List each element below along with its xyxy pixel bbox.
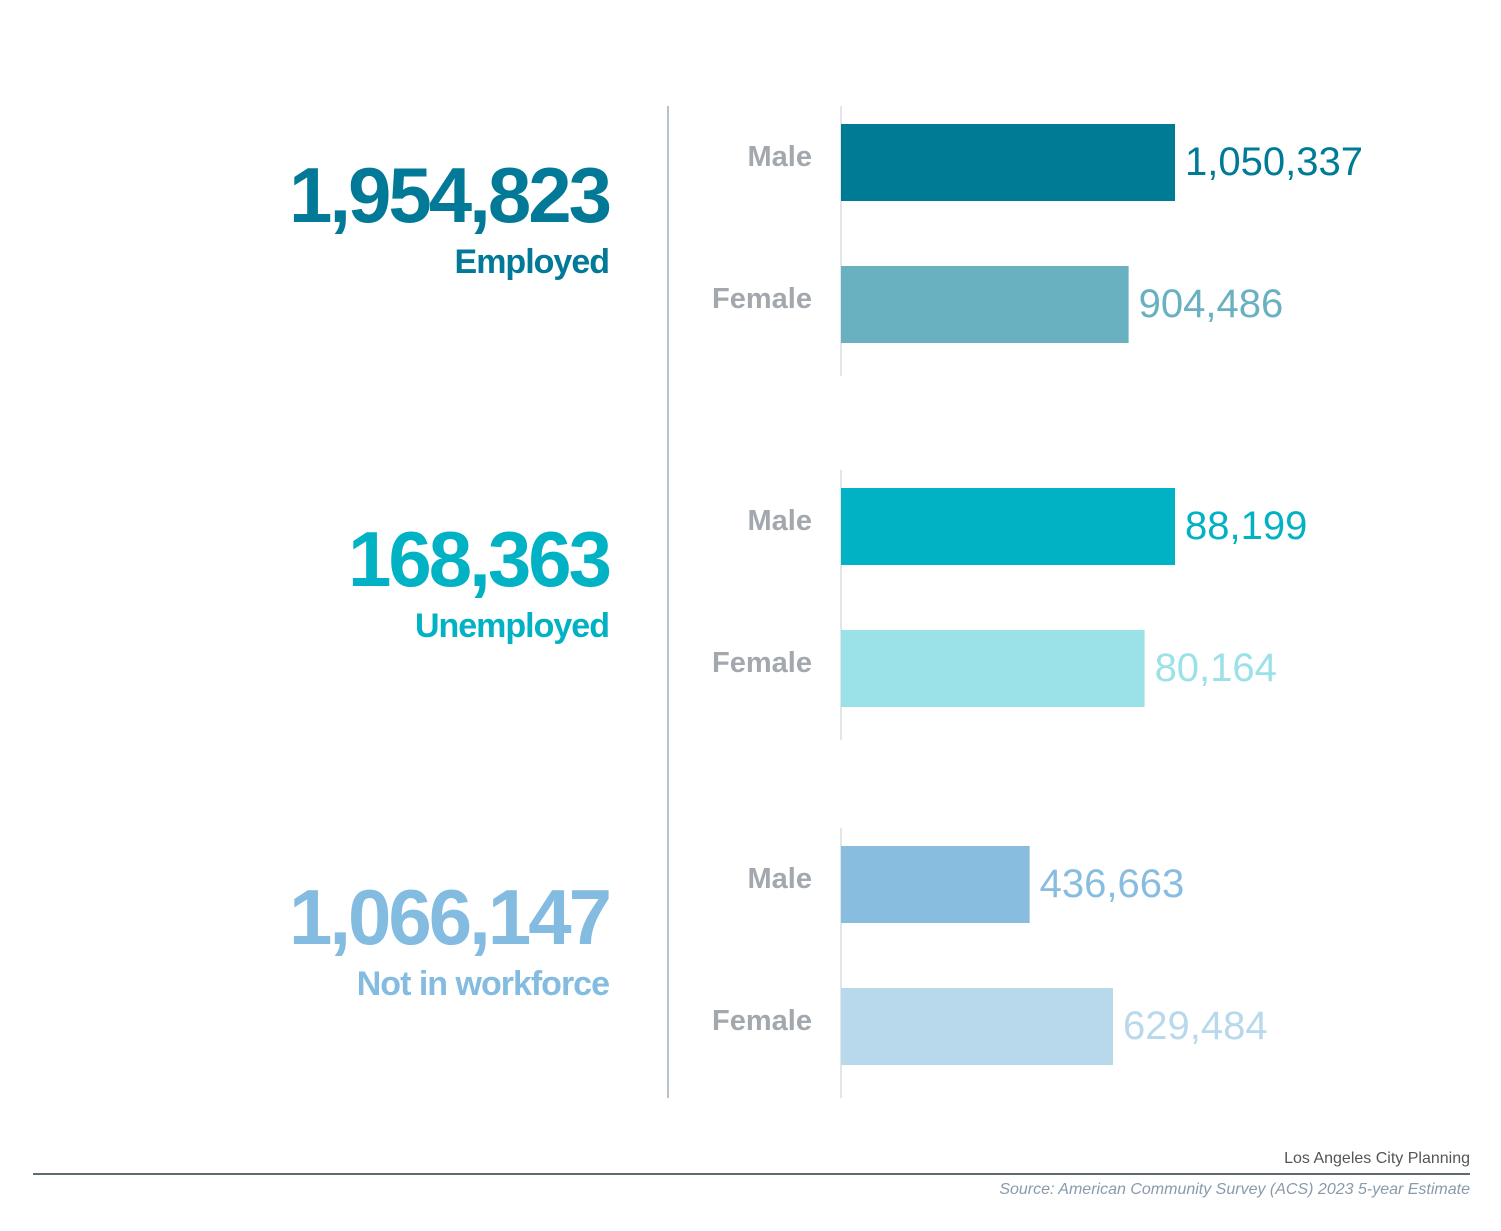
employed-label: Employed <box>455 243 609 281</box>
unemployed-male-bar <box>841 488 1175 565</box>
not-in-workforce-label: Not in workforce <box>357 965 609 1003</box>
not-in-workforce-male-category-label: Male <box>748 863 812 895</box>
not-in-workforce-female-bar <box>841 988 1113 1065</box>
footer-divider <box>33 1173 1470 1175</box>
employed-female-category-label: Female <box>712 283 812 315</box>
employed-female-value-label: 904,486 <box>1139 282 1284 326</box>
employed-female-bar <box>841 266 1129 343</box>
unemployed-male-category-label: Male <box>748 505 812 537</box>
not-in-workforce-female-category-label: Female <box>712 1005 812 1037</box>
unemployed-female-value-label: 80,164 <box>1155 646 1277 690</box>
panel-divider <box>667 106 669 1098</box>
unemployed-total: 168,363 <box>348 515 610 603</box>
unemployed-female-category-label: Female <box>712 647 812 679</box>
not-in-workforce-total: 1,066,147 <box>289 873 609 961</box>
not-in-workforce-male-value-label: 436,663 <box>1040 862 1185 906</box>
employed-male-category-label: Male <box>748 141 812 173</box>
not-in-workforce-male-bar <box>841 846 1030 923</box>
employed-male-bar <box>841 124 1175 201</box>
source-note: Source: American Community Survey (ACS) … <box>999 1181 1470 1198</box>
not-in-workforce-female-value-label: 629,484 <box>1123 1004 1268 1048</box>
employed-total: 1,954,823 <box>289 151 610 239</box>
unemployed-female-bar <box>841 630 1145 707</box>
unemployed-label: Unemployed <box>415 607 609 645</box>
credit-text: Los Angeles City Planning <box>1284 1150 1470 1167</box>
employed-male-value-label: 1,050,337 <box>1185 140 1363 184</box>
unemployed-male-value-label: 88,199 <box>1185 504 1307 548</box>
